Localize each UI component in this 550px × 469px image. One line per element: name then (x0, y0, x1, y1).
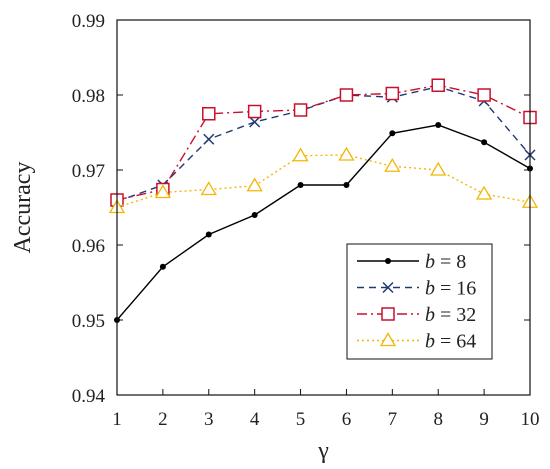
data-point (389, 130, 396, 137)
y-tick-label: 0.96 (72, 236, 105, 257)
series-0 (114, 122, 533, 323)
axis-ticks: 0.94 0.95 0.96 0.97 0.98 0.99 1 2 3 4 5 6 7 8 9 10 (72, 11, 540, 430)
y-axis-label: Accuracy (10, 162, 36, 254)
data-point (477, 88, 491, 102)
data-point (338, 146, 355, 161)
x-tick-label: 8 (433, 409, 443, 430)
series-line (116, 86, 531, 203)
legend-item: b = 32 (357, 304, 476, 326)
data-point (293, 103, 308, 117)
data-point (430, 161, 447, 176)
legend-label: b = 64 (425, 331, 476, 353)
y-tick-label: 0.98 (72, 86, 105, 107)
data-point (200, 181, 217, 196)
data-point (247, 104, 262, 119)
y-tick-label: 0.97 (72, 161, 105, 182)
data-point (385, 86, 400, 101)
y-tick-label: 0.95 (72, 311, 105, 332)
x-axis-label: γ (317, 438, 329, 464)
x-tick-label: 7 (388, 409, 398, 430)
data-point (154, 184, 172, 199)
y-tick-label: 0.94 (72, 386, 106, 407)
legend: b = 8 b = 16 b = 32 b = 64 (346, 243, 493, 360)
plot-frame (116, 19, 531, 396)
legend-box (346, 243, 493, 360)
x-tick-label: 2 (158, 409, 168, 430)
data-point (435, 122, 442, 128)
legend-label: b = 32 (425, 304, 476, 326)
legend-item: b = 8 (357, 251, 466, 273)
data-point (202, 107, 216, 121)
data-point (431, 78, 445, 92)
legend-marker (385, 258, 391, 264)
legend-item: b = 64 (357, 331, 476, 353)
x-tick-label: 10 (521, 409, 540, 430)
series-line (116, 124, 531, 321)
data-point (339, 88, 354, 102)
x-tick-label: 1 (112, 409, 122, 430)
data-point (249, 116, 261, 128)
data-point (205, 231, 212, 238)
legend-marker (381, 307, 395, 321)
x-tick-label: 3 (204, 409, 214, 430)
legend-marker (379, 332, 397, 347)
data-point (159, 263, 166, 270)
data-point (246, 177, 263, 192)
x-tick-label: 5 (296, 409, 306, 430)
x-tick-label: 6 (342, 409, 352, 430)
y-tick-label: 0.99 (72, 11, 105, 32)
data-point (343, 182, 350, 188)
data-point (384, 157, 401, 172)
legend-label: b = 8 (425, 251, 466, 273)
data-point (251, 212, 258, 218)
series-line (116, 154, 531, 209)
data-point (481, 139, 488, 146)
legend-item: b = 16 (357, 278, 476, 300)
data-point (292, 147, 309, 162)
data-point (475, 185, 493, 200)
legend-label: b = 16 (425, 278, 476, 300)
x-tick-label: 4 (250, 409, 260, 430)
x-tick-label: 9 (479, 409, 489, 430)
series-3 (108, 146, 539, 214)
data-point (297, 182, 304, 188)
data-point (203, 133, 215, 145)
legend-marker (382, 281, 394, 294)
